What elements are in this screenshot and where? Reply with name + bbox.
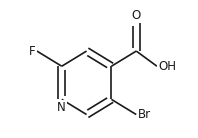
Text: F: F xyxy=(29,45,35,58)
Text: N: N xyxy=(57,101,66,114)
Text: OH: OH xyxy=(158,60,176,73)
Text: O: O xyxy=(132,9,141,22)
Text: Br: Br xyxy=(138,108,151,121)
